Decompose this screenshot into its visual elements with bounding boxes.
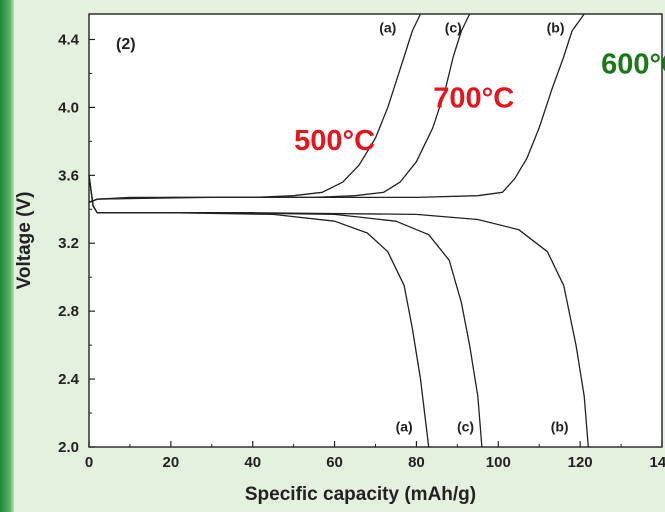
temperature-label: 500°C — [294, 125, 375, 157]
x-tick-label: 120 — [568, 454, 593, 471]
temperature-label: 600°C — [601, 48, 665, 80]
x-tick-label: 0 — [85, 454, 93, 471]
curve-letter-label: (b) — [547, 20, 565, 36]
y-tick-label: 2.0 — [58, 439, 79, 456]
curve-letter-label: (a) — [379, 20, 396, 36]
charge-curve-b — [88, 13, 585, 204]
x-tick-label: 20 — [163, 454, 180, 471]
curve-letter-label: (c) — [457, 419, 474, 435]
plot-background — [89, 14, 662, 447]
x-tick-label: 80 — [408, 454, 425, 471]
x-tick-label: 40 — [244, 454, 261, 471]
y-tick-label: 2.8 — [58, 303, 79, 320]
curve-letter-label: (c) — [445, 20, 462, 36]
temperature-label: 700°C — [433, 82, 514, 114]
x-tick-label: 100 — [486, 454, 511, 471]
y-tick-label: 3.6 — [58, 167, 79, 184]
y-tick-label: 4.4 — [58, 31, 80, 48]
y-tick-label: 4.0 — [58, 99, 79, 116]
discharge-curve-b — [88, 175, 589, 448]
labels-layer: (a) (c) (b) (a) (c) (b) 500°C 700°C 600°C — [294, 20, 665, 435]
y-tick-label: 2.4 — [58, 371, 80, 388]
x-tick-label: 60 — [326, 454, 343, 471]
x-axis-title: Specific capacity (mAh/g) — [245, 484, 476, 505]
frame-decoration-strip — [0, 0, 14, 512]
y-axis-title: Voltage (V) — [14, 192, 35, 290]
y-tick-label: 3.2 — [58, 235, 79, 252]
curve-letter-label: (b) — [551, 419, 569, 435]
panel-label: (2) — [116, 36, 136, 53]
curve-letter-label: (a) — [396, 419, 413, 435]
curves-layer — [88, 13, 589, 448]
ticks-layer: 0 20 40 60 80 100 120 140 2.0 2.4 2.8 3.2 3.6 4.0 4.4 — [58, 31, 665, 471]
x-tick-label: 140 — [649, 454, 665, 471]
